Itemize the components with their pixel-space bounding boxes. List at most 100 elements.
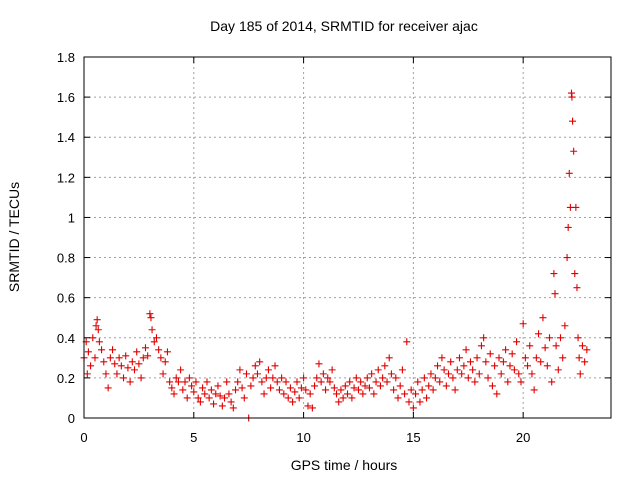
data-point [269,374,277,382]
data-point [249,374,257,382]
data-point [319,370,327,378]
x-tick-label: 15 [406,430,420,445]
data-point [172,374,180,382]
data-point [218,402,226,410]
data-point [295,394,303,402]
data-point [571,270,579,278]
data-point [122,352,130,360]
data-point [383,378,391,386]
data-point [229,404,237,412]
data-point [302,386,310,394]
data-point [546,334,554,342]
data-point [100,358,108,366]
y-tick-label: 1.6 [57,90,75,105]
data-point [115,354,123,362]
data-point [429,386,437,394]
x-tick-label: 20 [516,430,530,445]
data-point [194,394,202,402]
data-point [418,386,426,394]
data-point [528,370,536,378]
data-point [519,320,527,328]
data-point [583,346,591,354]
data-point [210,400,218,408]
data-point [539,314,547,322]
data-point [199,384,207,392]
data-point [139,354,147,362]
data-point [238,384,246,392]
data-point [242,370,250,378]
data-point [256,358,264,366]
data-point [144,352,152,360]
data-point [188,382,196,390]
data-point [337,386,345,394]
data-point [94,326,102,334]
data-point [89,334,97,342]
data-point [359,390,367,398]
y-tick-label: 1 [68,210,75,225]
data-point [379,374,387,382]
chart-title: Day 185 of 2014, SRMTID for receiver aja… [210,18,478,34]
y-tick-label: 1.2 [57,170,75,185]
data-point [569,117,577,125]
data-point [396,382,404,390]
data-point [573,284,581,292]
data-point [236,366,244,374]
data-point [354,386,362,394]
data-point [427,370,435,378]
data-point [247,382,255,390]
data-point [148,326,156,334]
data-point [462,346,470,354]
y-tick-label: 0.6 [57,291,75,306]
data-point [339,394,347,402]
data-point [484,374,492,382]
data-point [434,362,442,370]
data-point [460,362,468,370]
data-point [559,354,567,362]
data-point [95,338,103,346]
data-point [438,354,446,362]
axes: 0 0.2 0.4 0.6 0.8 1 1.2 1.4 1.6 1.8 0 5 10 15 20 [57,50,611,445]
data-point [552,342,560,350]
x-axis-label: GPS time / hours [291,457,398,473]
data-point [289,398,297,406]
data-point [137,374,145,382]
data-point [98,346,106,354]
data-point [398,366,406,374]
data-point [524,362,532,370]
data-point [308,404,316,412]
data-point [352,374,360,382]
data-point [423,394,431,402]
data-point [174,378,182,386]
data-point [240,394,248,402]
data-point [109,346,117,354]
data-point [372,378,380,386]
data-point [401,390,409,398]
data-point [532,354,540,362]
data-point [447,358,455,366]
data-point [161,358,169,366]
data-point [551,290,559,298]
data-point [273,378,281,386]
data-point [409,404,417,412]
data-point [291,388,299,396]
data-point [515,370,523,378]
data-point [275,386,283,394]
data-point [179,386,187,394]
data-point [486,350,494,358]
data-point [581,358,589,366]
data-point [405,398,413,406]
data-point [453,366,461,374]
data-point [521,354,529,362]
data-point [297,384,305,392]
x-tick-label: 0 [80,430,87,445]
data-point [128,358,136,366]
x-tick-label: 5 [190,430,197,445]
plot-frame [83,56,612,419]
data-point [565,169,573,177]
data-points [80,89,591,422]
data-point [317,378,325,386]
data-point [365,384,373,392]
data-point [576,370,584,378]
data-point [381,362,389,370]
data-point [574,334,582,342]
